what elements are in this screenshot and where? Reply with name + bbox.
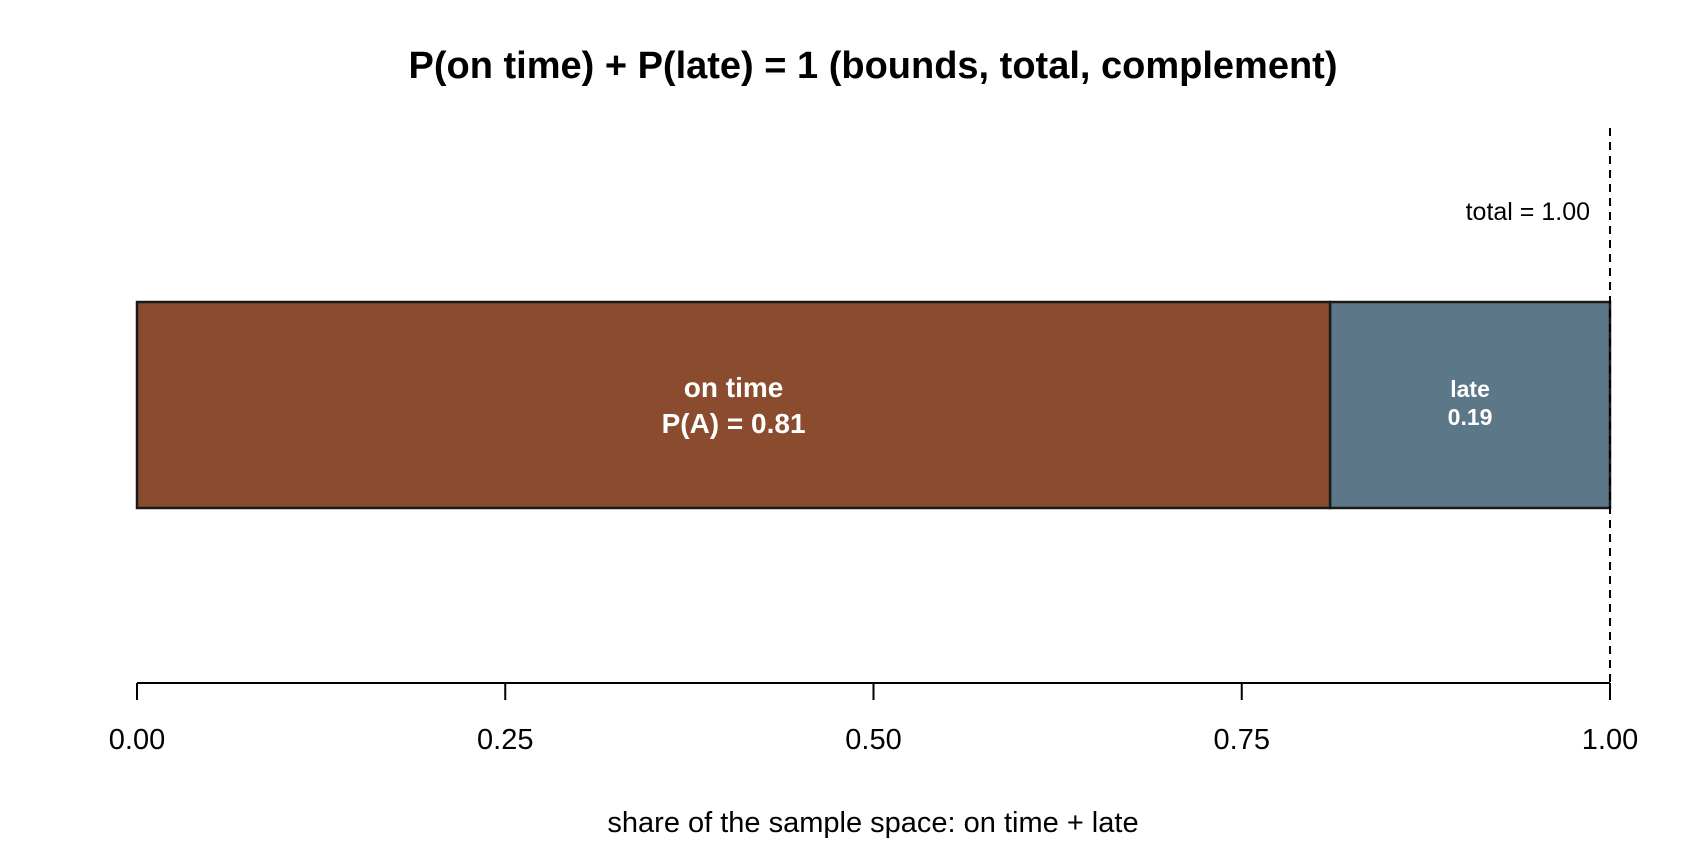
bar-segment-late <box>1328 300 1612 510</box>
stacked-bar <box>135 300 1612 510</box>
segment-value-late: 0.19 <box>1448 404 1493 430</box>
x-axis-ticks: 0.00 0.25 0.50 0.75 1.00 <box>109 683 1638 756</box>
x-tick-label: 0.75 <box>1214 724 1270 756</box>
reference-line-group: total = 1.00 <box>1466 128 1611 683</box>
segment-label-on-time: on time <box>684 372 784 403</box>
segment-label-late: late <box>1450 376 1490 402</box>
x-tick-label: 1.00 <box>1582 724 1638 756</box>
bar-segment-on-time <box>135 300 1332 510</box>
x-tick-label: 0.25 <box>477 724 533 756</box>
x-tick-label: 0.50 <box>845 724 901 756</box>
x-tick-label: 0.00 <box>109 724 165 756</box>
x-axis: 0.00 0.25 0.50 0.75 1.00 <box>109 682 1638 756</box>
total-annotation: total = 1.00 <box>1466 198 1590 226</box>
segment-value-on-time: P(A) = 0.81 <box>662 408 806 439</box>
chart-title: P(on time) + P(late) = 1 (bounds, total,… <box>409 45 1338 87</box>
x-axis-title: share of the sample space: on time + lat… <box>607 807 1138 839</box>
